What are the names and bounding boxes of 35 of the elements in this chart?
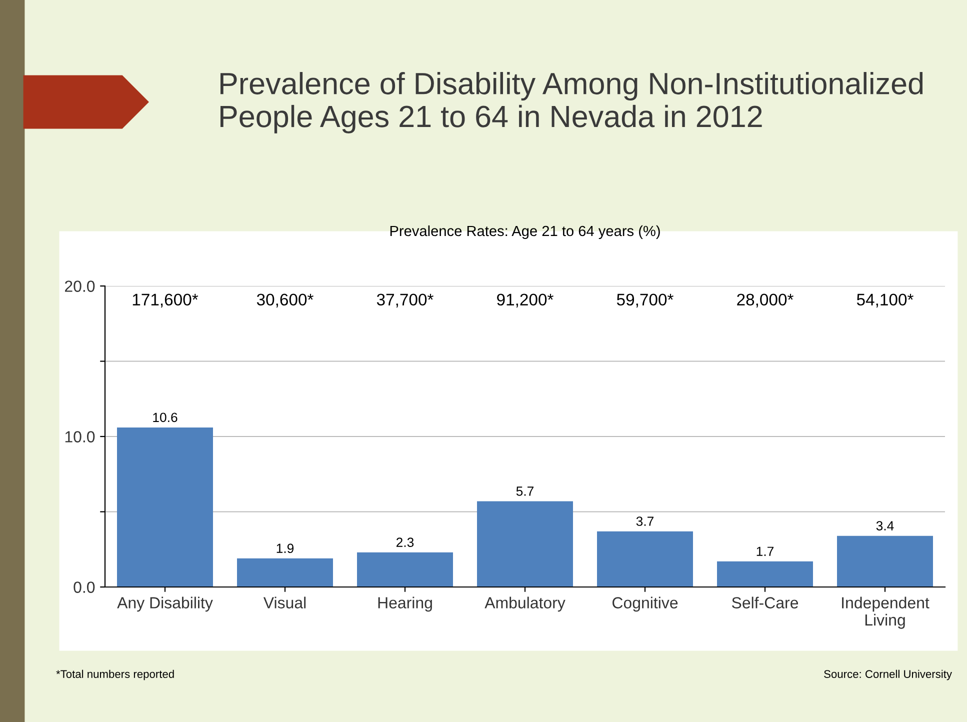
annotation: 91,200* <box>497 294 554 308</box>
data-label: 1.7 <box>756 546 774 556</box>
bar <box>357 552 453 587</box>
x-tick-label: Ambulatory <box>484 596 566 612</box>
x-tick-label: Any Disability <box>117 596 213 612</box>
bar <box>117 427 213 587</box>
annotation: 28,000* <box>737 294 794 308</box>
annotation: 59,700* <box>616 294 674 308</box>
annotation: 54,100* <box>856 294 914 308</box>
x-tick-label: Self-Care <box>732 596 798 608</box>
chart-subtitle: Prevalence Rates: Age 21 to 64 years (%) <box>390 225 660 240</box>
x-tick-label: Independent Living <box>842 596 930 629</box>
data-label: 2.3 <box>396 538 414 547</box>
source-note: Source: Cornell University <box>824 670 952 680</box>
data-label: 3.7 <box>636 516 654 526</box>
bar <box>477 501 573 587</box>
y-tick-label: 20.0 <box>65 280 95 292</box>
text: *Total numbers reported <box>56 670 174 680</box>
bar <box>597 531 693 587</box>
annotation: 30,600* <box>256 294 314 308</box>
bar <box>837 536 933 587</box>
annotation: 171,600* <box>132 294 198 308</box>
data-label: 5.7 <box>516 486 534 496</box>
y-tick-label: 10.0 <box>65 431 95 442</box>
x-tick-label: Hearing <box>378 596 432 612</box>
bar <box>237 558 333 587</box>
data-label: 3.4 <box>876 521 894 530</box>
chart-title: Prevalence of Disability Among Non-Institutionalized People Ages 21 to 64 in Nevada in 2012 <box>220 72 923 134</box>
data-label: 10.6 <box>153 412 178 422</box>
bar <box>717 561 813 587</box>
x-tick-label: Visual <box>263 596 306 608</box>
x-tick-label: Cognitive <box>612 596 678 612</box>
data-label: 1.9 <box>276 544 294 554</box>
annotation: 37,700* <box>376 294 434 308</box>
y-tick-label: 0.0 <box>74 582 95 593</box>
